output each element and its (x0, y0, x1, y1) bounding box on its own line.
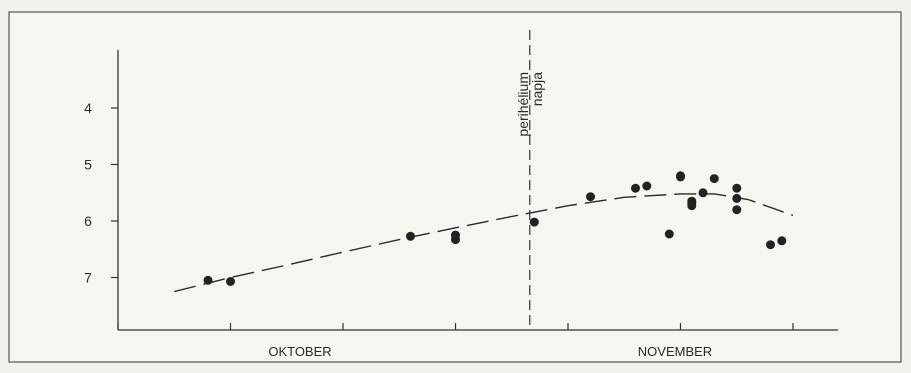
fit-line (174, 193, 794, 293)
data-point (709, 174, 719, 184)
y-tick-label: 7 (84, 270, 92, 286)
data-point (631, 183, 640, 193)
x-label-november: NOVEMBER (638, 344, 712, 359)
y-tick-label: 5 (84, 157, 92, 173)
x-label-oktober: OKTOBER (268, 344, 331, 359)
data-point (698, 188, 708, 198)
data-point (732, 183, 742, 193)
y-tick-label: 6 (84, 213, 92, 229)
data-point (642, 181, 652, 191)
data-point (732, 205, 742, 215)
data-point (586, 192, 595, 202)
data-point (529, 217, 539, 227)
data-point (664, 229, 674, 239)
data-point (226, 277, 235, 286)
perihelion-label-line2: napja (529, 72, 545, 106)
data-point (732, 193, 742, 203)
data-point (203, 275, 213, 285)
chart-frame (8, 11, 902, 363)
data-point (777, 236, 787, 246)
data-point (687, 196, 697, 206)
data-point (406, 231, 415, 241)
data-point (766, 240, 775, 250)
data-point (451, 235, 460, 245)
y-tick-label: 4 (84, 100, 92, 116)
data-point (676, 171, 685, 181)
perihelion-label-line1: perihélium (515, 72, 531, 137)
